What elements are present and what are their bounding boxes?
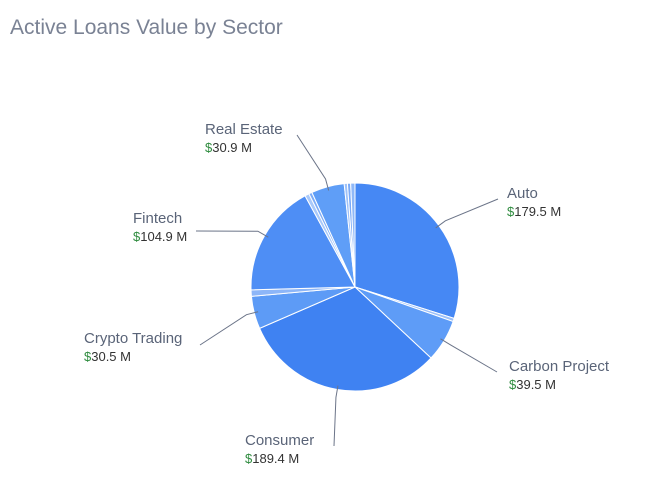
- currency-prefix: $: [133, 229, 141, 244]
- currency-prefix: $: [205, 140, 213, 155]
- slice-value: $30.9 M: [205, 140, 252, 155]
- chart-title: Active Loans Value by Sector: [10, 16, 283, 39]
- slice-label: Auto: [507, 185, 538, 202]
- value-label: 30.9 M: [212, 140, 252, 155]
- value-label: 39.5 M: [516, 377, 556, 392]
- leader-line: [435, 198, 499, 229]
- currency-prefix: $: [84, 349, 92, 364]
- slice-value: $189.4 M: [245, 451, 299, 466]
- pie-slice: [350, 182, 356, 288]
- currency-prefix: $: [509, 377, 517, 392]
- slice-label: Fintech: [133, 210, 182, 227]
- value-label: 30.5 M: [91, 349, 131, 364]
- slice-value: $104.9 M: [133, 229, 187, 244]
- leader-line: [296, 134, 330, 191]
- leader-line: [333, 385, 339, 447]
- leader-line: [195, 230, 269, 238]
- leader-line: [199, 311, 259, 346]
- value-label: 104.9 M: [140, 229, 187, 244]
- slice-value: $30.5 M: [84, 349, 131, 364]
- value-label: 189.4 M: [252, 451, 299, 466]
- slice-label: Real Estate: [205, 121, 283, 138]
- slice-value: $179.5 M: [507, 204, 561, 219]
- slice-value: $39.5 M: [509, 377, 556, 392]
- leader-line: [440, 338, 498, 373]
- slice-label: Consumer: [245, 432, 314, 449]
- currency-prefix: $: [507, 204, 515, 219]
- value-label: 179.5 M: [514, 204, 561, 219]
- slice-label: Crypto Trading: [84, 330, 182, 347]
- slice-label: Carbon Project: [509, 358, 610, 375]
- currency-prefix: $: [245, 451, 253, 466]
